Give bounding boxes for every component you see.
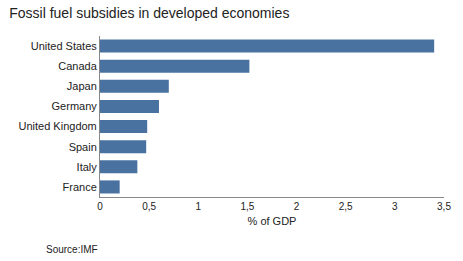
svg-text:Fossil fuel subsidies in devel: Fossil fuel subsidies in developed econo… bbox=[9, 5, 289, 21]
svg-text:0,5: 0,5 bbox=[142, 201, 156, 212]
svg-text:Canada: Canada bbox=[58, 60, 97, 72]
svg-text:France: France bbox=[63, 181, 97, 193]
svg-text:2: 2 bbox=[294, 201, 300, 212]
svg-text:1: 1 bbox=[196, 201, 202, 212]
svg-text:1,5: 1,5 bbox=[240, 201, 254, 212]
svg-text:Source:IMF: Source:IMF bbox=[46, 244, 98, 255]
svg-text:3,5: 3,5 bbox=[437, 201, 451, 212]
svg-text:Italy: Italy bbox=[77, 161, 98, 173]
svg-text:Japan: Japan bbox=[67, 80, 97, 92]
svg-text:United Kingdom: United Kingdom bbox=[19, 120, 97, 132]
svg-text:3: 3 bbox=[392, 201, 398, 212]
svg-text:% of GDP: % of GDP bbox=[248, 215, 297, 227]
svg-text:0: 0 bbox=[97, 201, 103, 212]
svg-text:Germany: Germany bbox=[52, 100, 98, 112]
svg-text:Spain: Spain bbox=[69, 141, 97, 153]
svg-text:United States: United States bbox=[31, 40, 98, 52]
svg-text:2,5: 2,5 bbox=[339, 201, 353, 212]
